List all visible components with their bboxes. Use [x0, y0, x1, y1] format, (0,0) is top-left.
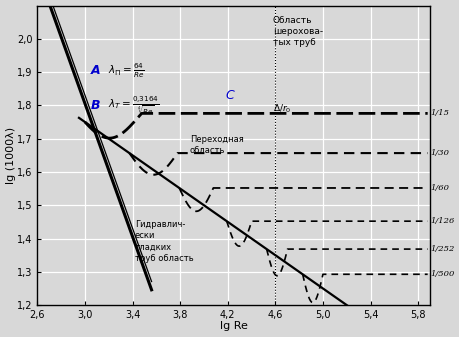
Text: C: C	[225, 89, 234, 102]
Text: 1/15: 1/15	[429, 110, 448, 117]
Text: 1/252: 1/252	[429, 245, 453, 253]
Text: 1/30: 1/30	[429, 149, 448, 157]
Text: $\Delta/r_0$: $\Delta/r_0$	[272, 102, 291, 115]
Text: B: B	[91, 99, 100, 112]
Text: $\lambda_\Pi = \frac{64}{Re}$: $\lambda_\Pi = \frac{64}{Re}$	[107, 61, 144, 80]
X-axis label: lg Re: lg Re	[219, 321, 247, 332]
Text: 1/500: 1/500	[429, 270, 453, 278]
Y-axis label: lg (1000λ): lg (1000λ)	[6, 127, 16, 184]
Text: Переходная
область: Переходная область	[189, 135, 243, 155]
Text: 1/126: 1/126	[429, 217, 453, 225]
Text: $\lambda_T = \frac{0{,}3164}{\sqrt[4]{Re}}$: $\lambda_T = \frac{0{,}3164}{\sqrt[4]{Re…	[107, 94, 159, 117]
Text: Область
шерохова-
тых труб: Область шерохова- тых труб	[272, 16, 322, 47]
Text: A: A	[91, 64, 100, 77]
Text: Гидравлич-
ески
гладких
труб область: Гидравлич- ески гладких труб область	[134, 220, 193, 263]
Text: 1/60: 1/60	[429, 184, 448, 192]
